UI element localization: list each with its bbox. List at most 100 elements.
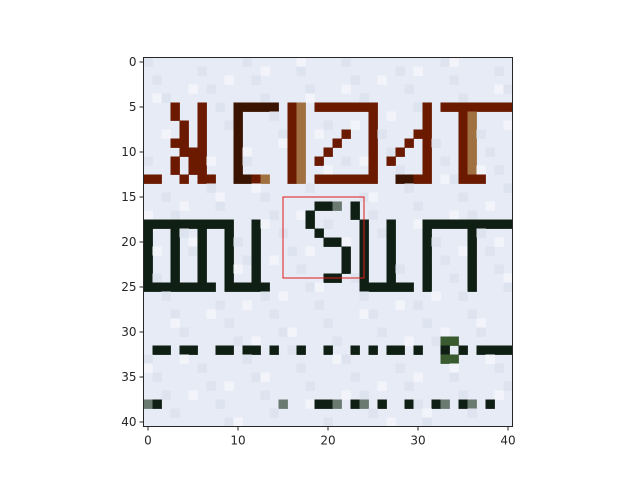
pixel: [288, 148, 297, 157]
pixel: [162, 283, 171, 292]
pixel: [477, 175, 486, 184]
pixel: [414, 220, 423, 229]
pixel: [315, 103, 324, 112]
pixel: [459, 391, 468, 400]
x-tick-label: 20: [320, 434, 335, 448]
pixel: [342, 238, 351, 247]
pixel: [252, 184, 261, 193]
pixel: [495, 346, 504, 355]
pixel: [423, 229, 432, 238]
pixel: [306, 184, 315, 193]
pixel: [504, 121, 513, 130]
pixel: [468, 175, 477, 184]
pixel: [315, 157, 324, 166]
pixel: [360, 283, 369, 292]
pixel: [351, 76, 360, 85]
pixel: [324, 121, 333, 130]
pixel: [144, 256, 153, 265]
pixel: [315, 301, 324, 310]
pixel: [306, 211, 315, 220]
pixel: [450, 76, 459, 85]
pixel: [432, 292, 441, 301]
pixel: [225, 418, 234, 427]
pixel: [207, 382, 216, 391]
pixel: [378, 283, 387, 292]
pixel: [198, 112, 207, 121]
pixel-image: [144, 58, 513, 427]
pixel: [180, 355, 189, 364]
pixel: [297, 265, 306, 274]
pixel: [189, 85, 198, 94]
pixel: [198, 130, 207, 139]
pixel: [315, 229, 324, 238]
pixel: [198, 148, 207, 157]
pixel: [387, 346, 396, 355]
pixel: [495, 364, 504, 373]
pixel: [369, 175, 378, 184]
pixel: [153, 373, 162, 382]
pixel: [342, 247, 351, 256]
pixel: [459, 220, 468, 229]
pixel: [441, 337, 450, 346]
pixel: [423, 130, 432, 139]
pixel: [459, 139, 468, 148]
pixel: [477, 346, 486, 355]
pixel: [369, 103, 378, 112]
pixel: [459, 103, 468, 112]
pixel: [486, 355, 495, 364]
pixel: [180, 328, 189, 337]
pixel: [297, 364, 306, 373]
pixel: [387, 274, 396, 283]
pixel: [270, 103, 279, 112]
pixel: [477, 130, 486, 139]
pixel: [306, 220, 315, 229]
pixel: [495, 265, 504, 274]
pixel: [504, 283, 513, 292]
pixel: [477, 103, 486, 112]
pixel: [342, 130, 351, 139]
pixel: [441, 220, 450, 229]
pixel: [270, 112, 279, 121]
pixel: [225, 382, 234, 391]
pixel: [234, 112, 243, 121]
pixel: [414, 130, 423, 139]
pixel: [297, 58, 306, 67]
pixel: [216, 400, 225, 409]
pixel: [144, 283, 153, 292]
pixel: [450, 364, 459, 373]
pixel: [441, 328, 450, 337]
pixel: [306, 283, 315, 292]
pixel: [297, 139, 306, 148]
pixel: [180, 229, 189, 238]
pixel: [396, 283, 405, 292]
pixel: [333, 238, 342, 247]
pixel: [333, 175, 342, 184]
pixel: [288, 157, 297, 166]
pixel: [297, 130, 306, 139]
pixel: [387, 256, 396, 265]
pixel: [378, 76, 387, 85]
pixel: [486, 103, 495, 112]
y-tick-label: 40: [121, 415, 136, 429]
pixel: [297, 121, 306, 130]
pixel: [153, 76, 162, 85]
pixel: [351, 175, 360, 184]
pixel: [369, 130, 378, 139]
pixel: [234, 265, 243, 274]
pixel: [180, 220, 189, 229]
pixel: [243, 175, 252, 184]
y-tick-label: 25: [121, 280, 136, 294]
pixel: [486, 400, 495, 409]
pixel: [225, 121, 234, 130]
pixel: [225, 76, 234, 85]
pixel: [432, 337, 441, 346]
pixel: [477, 319, 486, 328]
pixel: [252, 346, 261, 355]
pixel: [495, 85, 504, 94]
pixel: [261, 103, 270, 112]
pixel: [342, 103, 351, 112]
pixel: [252, 283, 261, 292]
pixel: [153, 220, 162, 229]
pixel: [468, 283, 477, 292]
pixel: [423, 319, 432, 328]
